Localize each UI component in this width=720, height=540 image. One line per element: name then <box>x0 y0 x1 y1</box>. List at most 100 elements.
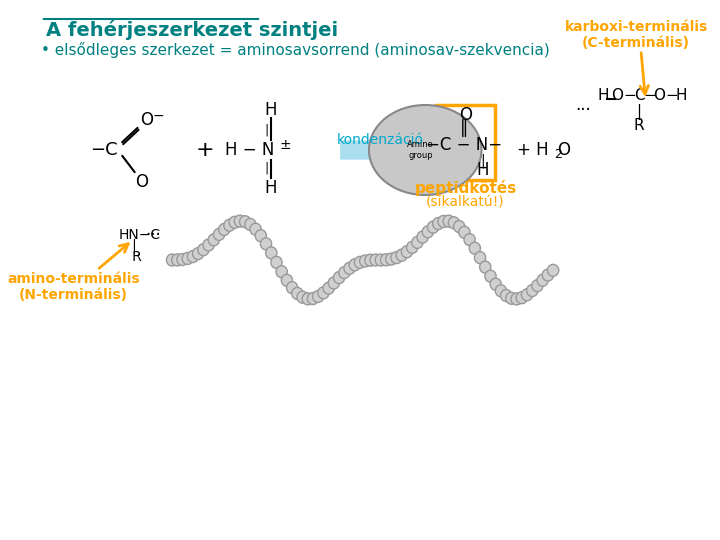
Text: A fehérjeszerkezet szintjei: A fehérjeszerkezet szintjei <box>45 20 338 40</box>
Circle shape <box>255 230 266 242</box>
Circle shape <box>282 274 292 286</box>
Ellipse shape <box>369 105 482 195</box>
Circle shape <box>459 226 470 238</box>
Text: H: H <box>598 87 609 103</box>
Text: H: H <box>675 87 687 103</box>
Text: −C: −C <box>90 141 117 159</box>
Text: O: O <box>611 87 624 103</box>
Text: O: O <box>135 173 148 191</box>
Text: −: − <box>644 87 657 103</box>
Circle shape <box>338 267 350 279</box>
FancyArrow shape <box>341 136 420 164</box>
Circle shape <box>422 226 433 238</box>
Text: H: H <box>264 101 276 119</box>
Text: O: O <box>459 106 472 124</box>
Circle shape <box>365 254 376 266</box>
Circle shape <box>333 272 345 284</box>
Circle shape <box>407 241 418 253</box>
Circle shape <box>511 293 522 305</box>
Circle shape <box>359 255 371 267</box>
Circle shape <box>312 291 324 302</box>
Circle shape <box>276 266 287 278</box>
Circle shape <box>485 270 496 282</box>
Circle shape <box>438 215 449 227</box>
Circle shape <box>208 234 220 246</box>
Circle shape <box>166 254 178 266</box>
Circle shape <box>490 278 501 290</box>
Circle shape <box>480 261 491 273</box>
Text: + H: + H <box>517 141 549 159</box>
Text: 2: 2 <box>554 147 562 160</box>
Circle shape <box>171 254 183 266</box>
Bar <box>436 105 495 180</box>
Text: R: R <box>634 118 644 132</box>
Text: −: − <box>665 87 678 103</box>
Text: −C − N−: −C − N− <box>426 136 502 153</box>
Circle shape <box>401 246 413 258</box>
Text: Amino
group: Amino group <box>408 140 434 160</box>
Circle shape <box>464 234 475 246</box>
Circle shape <box>449 217 459 229</box>
Circle shape <box>391 252 402 264</box>
Text: karboxi-terminális
(C-terminális): karboxi-terminális (C-terminális) <box>564 20 708 50</box>
Circle shape <box>229 217 240 228</box>
Circle shape <box>505 292 517 304</box>
Circle shape <box>516 292 528 303</box>
Circle shape <box>526 285 538 296</box>
Text: ···: ··· <box>145 226 161 244</box>
Circle shape <box>344 262 355 274</box>
Circle shape <box>380 254 392 266</box>
Circle shape <box>182 253 194 265</box>
Text: H: H <box>264 179 276 197</box>
Circle shape <box>307 293 319 305</box>
Text: −: − <box>624 87 636 103</box>
Circle shape <box>219 224 230 235</box>
Text: peptidkötés: peptidkötés <box>415 180 517 196</box>
Circle shape <box>537 274 549 286</box>
Circle shape <box>297 291 308 303</box>
Circle shape <box>412 237 423 248</box>
Text: HN−C: HN−C <box>119 228 161 242</box>
Circle shape <box>375 254 387 266</box>
Circle shape <box>370 254 382 266</box>
Circle shape <box>302 293 313 305</box>
Text: amino-terminális
(N-terminális): amino-terminális (N-terminális) <box>7 272 140 302</box>
Text: |: | <box>119 239 136 253</box>
Circle shape <box>349 259 361 271</box>
Text: O: O <box>140 111 153 129</box>
Circle shape <box>287 282 298 294</box>
Text: R: R <box>119 250 141 264</box>
Circle shape <box>454 220 465 233</box>
Circle shape <box>203 239 215 251</box>
Circle shape <box>474 252 486 264</box>
Text: H: H <box>476 161 489 179</box>
Text: C: C <box>634 87 644 103</box>
Circle shape <box>213 228 225 240</box>
Circle shape <box>240 215 251 228</box>
Text: H − N: H − N <box>225 141 274 159</box>
Text: |: | <box>480 153 485 168</box>
Circle shape <box>266 247 277 259</box>
Circle shape <box>192 247 204 260</box>
Text: O: O <box>654 87 665 103</box>
Circle shape <box>323 282 334 294</box>
Circle shape <box>495 285 507 297</box>
Circle shape <box>177 253 188 266</box>
Text: +: + <box>196 140 215 160</box>
Text: |: | <box>636 104 642 120</box>
Circle shape <box>224 219 235 231</box>
Circle shape <box>328 277 340 289</box>
Circle shape <box>292 287 303 299</box>
Circle shape <box>187 251 199 262</box>
Text: kondenzáció: kondenzáció <box>337 133 423 147</box>
Text: |: | <box>265 161 269 174</box>
Circle shape <box>198 244 209 255</box>
Circle shape <box>532 280 543 292</box>
Text: O: O <box>557 141 570 159</box>
Circle shape <box>354 256 366 268</box>
Circle shape <box>271 256 282 268</box>
Circle shape <box>469 242 480 254</box>
Circle shape <box>386 253 397 265</box>
Text: • elsődleges szerkezet = aminosavsorrend (aminosav-szekvencia): • elsődleges szerkezet = aminosavsorrend… <box>41 42 549 58</box>
Circle shape <box>261 238 271 250</box>
